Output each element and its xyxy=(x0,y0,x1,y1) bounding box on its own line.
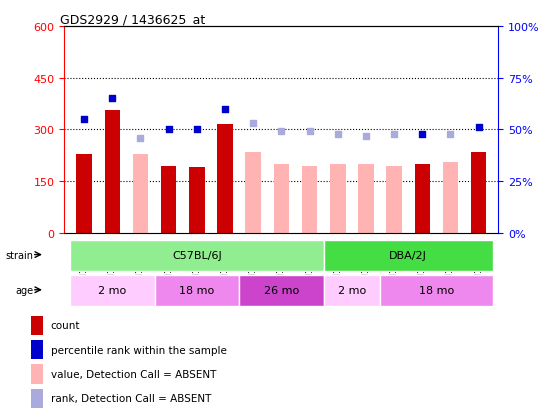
Bar xyxy=(70,240,324,271)
Text: GDS2929 / 1436625_at: GDS2929 / 1436625_at xyxy=(60,13,206,26)
Text: C57BL/6J: C57BL/6J xyxy=(172,250,222,260)
Point xyxy=(221,106,230,113)
Bar xyxy=(274,164,289,233)
Bar xyxy=(217,125,233,233)
Text: 2 mo: 2 mo xyxy=(338,285,366,295)
Point xyxy=(164,127,173,133)
Text: DBA/2J: DBA/2J xyxy=(389,250,427,260)
Bar xyxy=(105,111,120,233)
Point xyxy=(305,129,314,135)
Text: 2 mo: 2 mo xyxy=(98,285,127,295)
Bar xyxy=(380,275,493,306)
Bar xyxy=(414,164,430,233)
Text: value, Detection Call = ABSENT: value, Detection Call = ABSENT xyxy=(50,369,216,379)
Bar xyxy=(30,365,43,384)
Point xyxy=(474,125,483,131)
Bar xyxy=(161,166,176,233)
Bar xyxy=(443,163,458,233)
Bar xyxy=(239,275,324,306)
Text: 26 mo: 26 mo xyxy=(264,285,299,295)
Bar xyxy=(30,389,43,408)
Bar xyxy=(76,154,92,233)
Point xyxy=(193,127,202,133)
Text: count: count xyxy=(50,320,80,331)
Bar xyxy=(386,166,402,233)
Bar xyxy=(471,152,487,233)
Point xyxy=(277,129,286,135)
Point xyxy=(136,135,145,142)
Bar xyxy=(324,240,493,271)
Point xyxy=(390,131,399,138)
Point xyxy=(418,131,427,138)
Point xyxy=(446,131,455,138)
Bar xyxy=(324,275,380,306)
Point xyxy=(80,116,88,123)
Bar xyxy=(133,154,148,233)
Bar xyxy=(30,340,43,360)
Bar xyxy=(245,152,261,233)
Bar xyxy=(358,164,374,233)
Point xyxy=(333,131,342,138)
Text: rank, Detection Call = ABSENT: rank, Detection Call = ABSENT xyxy=(50,394,211,404)
Bar xyxy=(189,168,204,233)
Text: age: age xyxy=(15,285,33,295)
Bar xyxy=(155,275,239,306)
Bar xyxy=(330,164,346,233)
Bar xyxy=(302,166,318,233)
Bar xyxy=(30,316,43,335)
Text: strain: strain xyxy=(5,250,33,260)
Text: percentile rank within the sample: percentile rank within the sample xyxy=(50,345,227,355)
Text: 18 mo: 18 mo xyxy=(419,285,454,295)
Bar xyxy=(70,275,155,306)
Point xyxy=(108,96,117,102)
Text: 18 mo: 18 mo xyxy=(179,285,214,295)
Point xyxy=(249,121,258,127)
Point xyxy=(361,133,370,140)
